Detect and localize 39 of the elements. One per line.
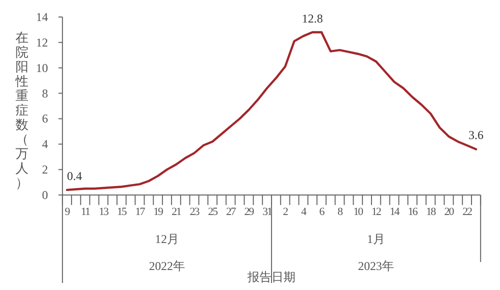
x-tick-label: 17 [135,206,146,218]
y-tick-label: 0 [42,188,48,202]
x-tick-label: 8 [337,206,344,218]
y-tick-label: 14 [36,10,48,24]
x-tick-label: 13 [98,206,110,218]
x-tick-label: 14 [390,206,400,218]
text: 2023年 [358,259,394,273]
y-tick-label: 4 [42,137,48,152]
y-tick-label: 6 [42,112,48,126]
x-tick-label: 9 [64,206,71,218]
data-label: 12.8 [302,11,323,26]
x-axis-title: 报告日期 [246,270,296,284]
x-tick-label: 2 [282,206,288,218]
x-tick-label: 15 [117,206,128,218]
x-tick-label: 27 [226,206,237,218]
text: 在院阳性重症数（万人） [16,30,28,190]
text: 12月 [154,232,179,246]
text: 2022年 [148,259,185,273]
x-tick-label: 11 [80,206,90,218]
x-tick-label: 4 [301,206,308,218]
x-tick-label: 16 [408,206,418,218]
x-tick-label: 23 [190,206,200,218]
x-tick-label: 18 [426,206,437,218]
y-tick-label: 12 [36,35,48,50]
x-tick-label: 10 [353,206,364,218]
x-tick-label: 6 [319,206,326,218]
x-tick-label: 22 [462,206,472,218]
data-label: 0.4 [67,168,82,183]
x-tick-label: 21 [172,206,182,218]
x-tick-label: 29 [244,206,255,218]
x-tick-label: 25 [208,206,218,218]
x-tick-label: 20 [444,206,455,218]
x-tick-label: 19 [153,206,164,218]
y-tick-label: 2 [42,162,48,177]
y-tick-label: 8 [42,86,48,100]
x-tick-label: 12 [372,206,382,218]
y-tick-label: 10 [36,60,48,75]
data-label: 3.6 [468,128,484,142]
text: 1月 [367,232,386,246]
